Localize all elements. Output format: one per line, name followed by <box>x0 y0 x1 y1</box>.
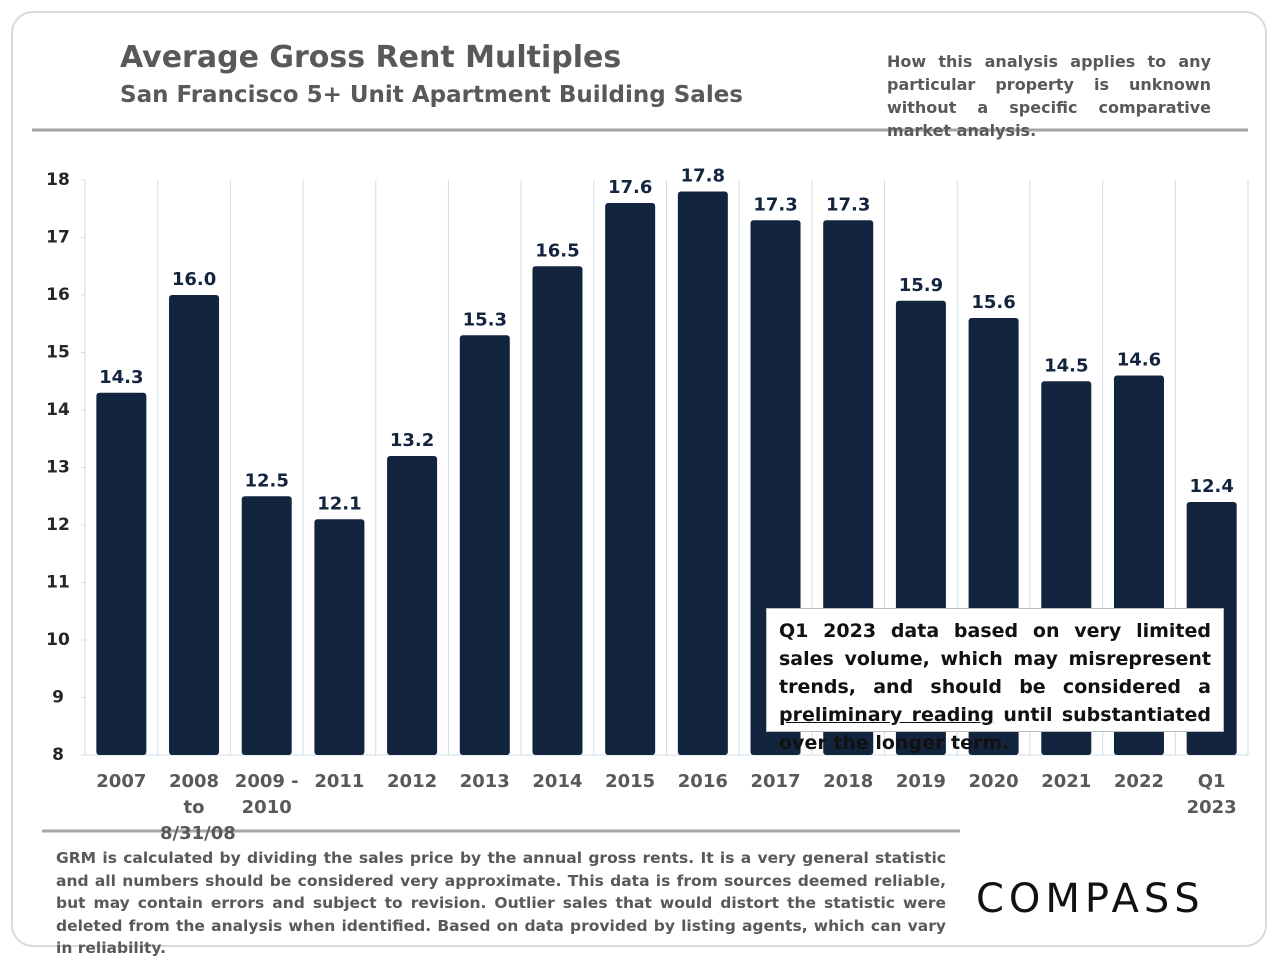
bar <box>677 191 728 755</box>
value-label: 12.5 <box>245 470 289 491</box>
bar <box>96 392 147 755</box>
x-tick-label: 2020 <box>968 771 1019 792</box>
chart-subtitle: San Francisco 5+ Unit Apartment Building… <box>120 82 743 108</box>
y-tick-label: 14 <box>46 400 70 420</box>
y-tick-label: 10 <box>46 630 70 650</box>
value-label: 14.5 <box>1044 355 1088 376</box>
bar <box>314 519 365 755</box>
value-label: 17.6 <box>608 177 652 198</box>
value-label: 14.6 <box>1117 350 1161 371</box>
card <box>11 11 1267 947</box>
x-tick-label: 2011 <box>314 771 365 792</box>
bar <box>605 203 656 755</box>
x-tick-label: 2021 <box>1041 771 1092 792</box>
value-label: 15.6 <box>971 292 1015 313</box>
x-tick-label: 2018 <box>823 771 874 792</box>
x-tick-label: 2017 <box>750 771 801 792</box>
bar <box>387 456 438 755</box>
value-label: 17.3 <box>826 194 870 215</box>
bar <box>169 295 220 755</box>
chart-title: Average Gross Rent Multiples <box>120 40 622 75</box>
y-tick-label: 15 <box>46 343 70 363</box>
annotation-text: Q1 2023 data based on very limited sales… <box>779 620 1211 698</box>
value-label: 17.8 <box>681 166 725 187</box>
y-tick-label: 9 <box>52 688 64 708</box>
x-tick-label: 2014 <box>532 771 583 792</box>
x-tick-label: Q1 2023 <box>1186 771 1237 818</box>
value-label: 12.1 <box>317 493 361 514</box>
x-tick-label: 2008 to 8/31/08 <box>160 771 236 844</box>
annotation: Q1 2023 data based on very limited sales… <box>766 608 1224 754</box>
value-label: 14.3 <box>99 367 143 388</box>
bar <box>532 266 583 755</box>
value-label: 17.3 <box>753 194 797 215</box>
x-tick-label: 2007 <box>96 771 147 792</box>
x-tick-label: 2019 <box>895 771 946 792</box>
y-tick-label: 11 <box>46 573 70 593</box>
footnote: GRM is calculated by dividing the sales … <box>56 849 946 957</box>
x-tick-label: 2016 <box>677 771 728 792</box>
brand-logo: COMPASS <box>976 876 1205 922</box>
value-label: 15.3 <box>463 309 507 330</box>
annotation-text: until substantiated over the longer term… <box>779 704 1211 754</box>
value-label: 16.0 <box>172 269 216 290</box>
value-label: 15.9 <box>899 275 943 296</box>
y-tick-label: 17 <box>46 228 70 248</box>
y-tick-label: 8 <box>52 745 64 765</box>
value-label: 12.4 <box>1189 476 1233 497</box>
x-tick-label: 2009 - 2010 <box>234 771 299 818</box>
bar <box>459 335 510 755</box>
annotation-underlined: preliminary reading <box>779 704 994 726</box>
y-tick-label: 12 <box>46 515 70 535</box>
x-tick-label: 2012 <box>387 771 438 792</box>
x-tick-label: 2015 <box>605 771 656 792</box>
y-tick-label: 13 <box>46 458 70 478</box>
disclaimer-note: How this analysis applies to any particu… <box>887 52 1211 140</box>
x-tick-label: 2013 <box>459 771 510 792</box>
value-label: 13.2 <box>390 430 434 451</box>
y-tick-label: 18 <box>46 170 70 190</box>
x-tick-label: 2022 <box>1113 771 1165 792</box>
bar <box>241 496 292 755</box>
y-tick-label: 16 <box>46 285 70 305</box>
value-label: 16.5 <box>535 240 579 261</box>
